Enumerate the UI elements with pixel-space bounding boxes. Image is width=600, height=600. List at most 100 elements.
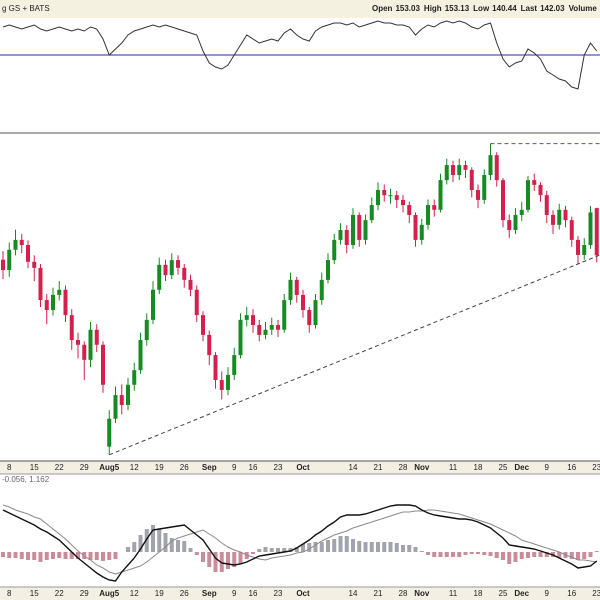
histogram-bar bbox=[401, 545, 405, 552]
x-tick-label: Aug5 bbox=[99, 589, 120, 598]
x-tick-label: 11 bbox=[449, 463, 458, 472]
histogram-bar bbox=[269, 548, 274, 552]
histogram-bar bbox=[501, 552, 505, 560]
macd-label: -0.056, 1.162 bbox=[2, 475, 50, 484]
histogram-bar bbox=[526, 552, 530, 558]
x-tick-label: 25 bbox=[499, 463, 508, 472]
candle-body bbox=[182, 267, 187, 280]
price-panel bbox=[1, 143, 600, 456]
x-tick-label: 12 bbox=[130, 463, 139, 472]
rsi-panel bbox=[0, 20, 600, 90]
candle-body bbox=[388, 195, 393, 197]
x-tick-label: 9 bbox=[545, 589, 550, 598]
quote-value: 153.13 bbox=[445, 4, 470, 13]
x-tick-label: 18 bbox=[474, 589, 483, 598]
histogram-bar bbox=[19, 552, 24, 559]
histogram-bar bbox=[557, 552, 562, 558]
histogram-bar bbox=[582, 552, 587, 559]
candle-body bbox=[526, 180, 530, 210]
histogram-bar bbox=[588, 552, 593, 557]
candle-body bbox=[369, 205, 374, 221]
histogram-bar bbox=[463, 552, 468, 555]
histogram-bar bbox=[32, 552, 37, 560]
histogram-bar bbox=[494, 552, 499, 558]
histogram-bar bbox=[26, 552, 30, 560]
histogram-bar bbox=[569, 552, 574, 559]
axis-strip bbox=[0, 461, 600, 474]
histogram-bar bbox=[7, 552, 12, 558]
candle-body bbox=[176, 260, 180, 268]
histogram-bar bbox=[76, 552, 80, 559]
macd-panel bbox=[1, 504, 599, 582]
x-tick-label: 21 bbox=[374, 589, 383, 598]
x-tick-label: 23 bbox=[274, 463, 283, 472]
candle-body bbox=[507, 220, 512, 231]
candle-body bbox=[432, 205, 437, 210]
quote-label: Volume bbox=[569, 4, 598, 13]
x-tick-label: 22 bbox=[55, 589, 64, 598]
candle-body bbox=[469, 169, 474, 191]
histogram-bar bbox=[444, 552, 449, 557]
histogram-bar bbox=[576, 552, 580, 560]
x-tick-label: Nov bbox=[414, 589, 430, 598]
candle-body bbox=[94, 329, 99, 345]
candle-body bbox=[557, 209, 562, 225]
histogram-bar bbox=[138, 535, 143, 552]
histogram-bar bbox=[532, 552, 537, 557]
candle-body bbox=[376, 190, 380, 206]
candle-body bbox=[532, 180, 537, 185]
candle-body bbox=[263, 329, 268, 335]
x-tick-label: 23 bbox=[592, 463, 600, 472]
candle-body bbox=[301, 294, 305, 310]
histogram-bar bbox=[219, 552, 224, 572]
x-tick-label: 23 bbox=[592, 589, 600, 598]
x-tick-label: 29 bbox=[80, 463, 89, 472]
histogram-bar bbox=[38, 552, 43, 562]
x-tick-label: 8 bbox=[7, 463, 12, 472]
histogram-bar bbox=[213, 552, 218, 572]
histogram-bar bbox=[88, 552, 93, 560]
candle-body bbox=[88, 329, 93, 360]
x-tick-label: 28 bbox=[399, 589, 408, 598]
candle-body bbox=[119, 395, 124, 405]
candle-body bbox=[394, 195, 399, 200]
histogram-bar bbox=[1, 552, 5, 557]
candle-body bbox=[357, 214, 362, 240]
histogram-bar bbox=[113, 552, 118, 559]
candle-body bbox=[482, 174, 487, 200]
candle-body bbox=[294, 279, 299, 295]
x-tick-label: Dec bbox=[514, 589, 529, 598]
quote-value: 140.44 bbox=[492, 4, 517, 13]
quote-label: High bbox=[424, 4, 442, 13]
histogram-bar bbox=[538, 552, 543, 557]
candle-body bbox=[213, 355, 218, 381]
histogram-bar bbox=[469, 552, 474, 554]
candle-body bbox=[238, 319, 243, 356]
x-tick-label: 19 bbox=[155, 463, 164, 472]
histogram-bar bbox=[488, 552, 493, 556]
candle-body bbox=[32, 261, 37, 268]
histogram-bar bbox=[319, 542, 324, 552]
x-tick-label: Oct bbox=[296, 589, 310, 598]
trend-line bbox=[109, 254, 600, 456]
histogram-bar bbox=[263, 547, 268, 552]
histogram-bar bbox=[94, 552, 99, 560]
histogram-bar bbox=[326, 540, 330, 552]
quote-label: Low bbox=[473, 4, 490, 13]
candle-body bbox=[576, 239, 580, 255]
histogram-bar bbox=[157, 529, 162, 552]
candle-body bbox=[344, 230, 349, 246]
candle-body bbox=[538, 184, 543, 196]
x-tick-label: 18 bbox=[474, 463, 483, 472]
histogram-bar bbox=[238, 552, 243, 564]
histogram-bar bbox=[419, 551, 424, 552]
candle-body bbox=[363, 220, 368, 240]
x-tick-label: 28 bbox=[399, 463, 408, 472]
candle-body bbox=[382, 190, 387, 196]
candle-body bbox=[419, 224, 424, 240]
histogram-bar bbox=[251, 552, 255, 554]
candle-body bbox=[51, 294, 55, 310]
x-tick-label: 22 bbox=[55, 463, 64, 472]
candle-body bbox=[276, 325, 280, 330]
signal-line bbox=[2, 504, 597, 575]
